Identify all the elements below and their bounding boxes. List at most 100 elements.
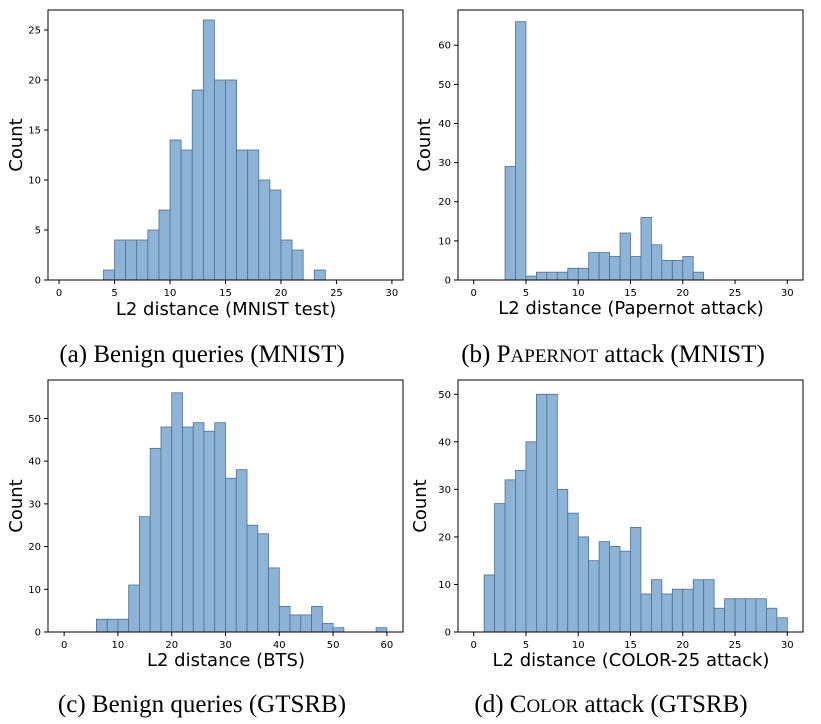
histogram-bar [103, 269, 115, 281]
histogram-bar [640, 216, 652, 281]
y-axis-label: Count [410, 479, 431, 532]
histogram-bar [598, 252, 610, 281]
y-tick-label: 20 [28, 76, 41, 87]
histogram-bar [515, 469, 527, 633]
caption-a: (a) Benign queries (MNIST) [59, 341, 344, 368]
y-tick-label: 0 [445, 276, 451, 287]
histogram-bar [671, 588, 684, 633]
histogram-panel-2: 0 10 20 30 40 50 60 0 10 20 30 40 50 L2 distance (BTS… [6, 379, 404, 671]
histogram-bar [332, 627, 345, 633]
x-tick-label: 30 [386, 288, 399, 299]
histogram-bar [619, 550, 631, 633]
histogram-bar [588, 560, 600, 633]
histogram-bar [724, 598, 736, 633]
y-axis-label: Count [6, 479, 27, 532]
histogram-bar [713, 607, 725, 633]
y-tick-label: 10 [28, 176, 41, 187]
x-tick-label: 15 [624, 640, 637, 651]
x-axis-label: L2 distance (MNIST test) [116, 299, 336, 320]
x-tick-label: 20 [676, 288, 689, 299]
y-tick-label: 10 [28, 585, 41, 596]
caption-b: (b) PAPERNOT attack (MNIST) [461, 341, 765, 368]
histogram-bar [619, 232, 631, 281]
histogram-bar [546, 271, 558, 281]
histogram-bar [125, 239, 138, 281]
x-tick-label: 25 [330, 288, 343, 299]
histogram-bar [139, 516, 151, 633]
histogram-bar [257, 533, 269, 633]
histogram-bar [651, 244, 663, 281]
histogram-bar [247, 149, 260, 281]
y-axis-label: Count [6, 118, 27, 171]
histogram-bar [321, 623, 334, 633]
histogram-bar [755, 598, 767, 633]
histogram-bar [258, 179, 271, 281]
x-tick-label: 0 [56, 288, 62, 299]
histogram-bar [182, 426, 194, 633]
histogram-bar [202, 19, 215, 281]
histogram-bar [630, 256, 642, 281]
caption-c: (c) Benign queries (GTSRB) [58, 691, 346, 718]
captions: (a) Benign queries (MNIST) (b) PAPERNOT … [58, 341, 765, 718]
histogram-bar [609, 546, 621, 633]
histogram-bar [171, 392, 183, 633]
histogram-bar [147, 229, 160, 281]
x-tick-label: 30 [219, 640, 232, 651]
histogram-bar [609, 256, 621, 281]
x-tick-label: 0 [61, 640, 67, 651]
x-axis-label: L2 distance (Papernot attack) [498, 298, 764, 319]
histogram-bar [203, 430, 216, 633]
x-tick-label: 25 [729, 288, 742, 299]
histogram-bar [556, 271, 569, 281]
x-tick-label: 10 [572, 640, 585, 651]
histogram-bar [651, 579, 663, 633]
y-tick-label: 50 [28, 414, 41, 425]
y-tick-label: 15 [28, 126, 41, 137]
histogram-bar [236, 149, 249, 281]
histogram-bar [225, 477, 237, 633]
x-tick-label: 0 [470, 288, 476, 299]
x-tick-label: 20 [165, 640, 178, 651]
histogram-bar [375, 627, 388, 633]
histogram-bar [136, 239, 149, 281]
histogram-bar [536, 271, 548, 281]
histogram-bar [567, 267, 579, 281]
y-tick-label: 40 [438, 119, 451, 130]
x-tick-label: 25 [729, 640, 742, 651]
histogram-bar [640, 593, 652, 633]
y-tick-label: 5 [35, 226, 41, 237]
histogram-bar [117, 618, 130, 633]
histogram-bar [630, 527, 642, 633]
histogram-bar [291, 249, 304, 281]
y-tick-label: 30 [438, 158, 451, 169]
histogram-bar [598, 541, 610, 633]
x-tick-label: 15 [624, 288, 637, 299]
y-tick-label: 10 [438, 580, 451, 591]
y-tick-label: 20 [438, 532, 451, 543]
x-tick-label: 60 [380, 640, 393, 651]
histogram-panel-1: 0 5 10 15 20 25 30 0 10 20 30 40 50 60 L2 distance (Pa… [414, 9, 804, 319]
histogram-bar [128, 584, 140, 633]
histogram-bar [483, 574, 495, 633]
histogram-bar [235, 469, 248, 633]
y-tick-label: 20 [28, 542, 41, 553]
histogram-bar [192, 422, 205, 633]
histogram-bar [577, 536, 590, 633]
histogram-bar [776, 617, 788, 633]
y-tick-label: 0 [445, 628, 451, 639]
histogram-bar [556, 488, 569, 633]
histogram-bar [567, 512, 579, 633]
histogram-bar [278, 605, 291, 633]
histogram-bar [106, 618, 119, 633]
x-tick-label: 30 [781, 288, 794, 299]
histogram-bar [280, 239, 293, 281]
histogram-bar [268, 567, 280, 633]
histogram-bar [214, 422, 226, 633]
histogram-bar [671, 260, 684, 281]
histogram-bar [504, 479, 516, 633]
histogram-bar [703, 579, 715, 633]
histogram-bar [225, 79, 237, 281]
histogram-bar [588, 252, 600, 281]
